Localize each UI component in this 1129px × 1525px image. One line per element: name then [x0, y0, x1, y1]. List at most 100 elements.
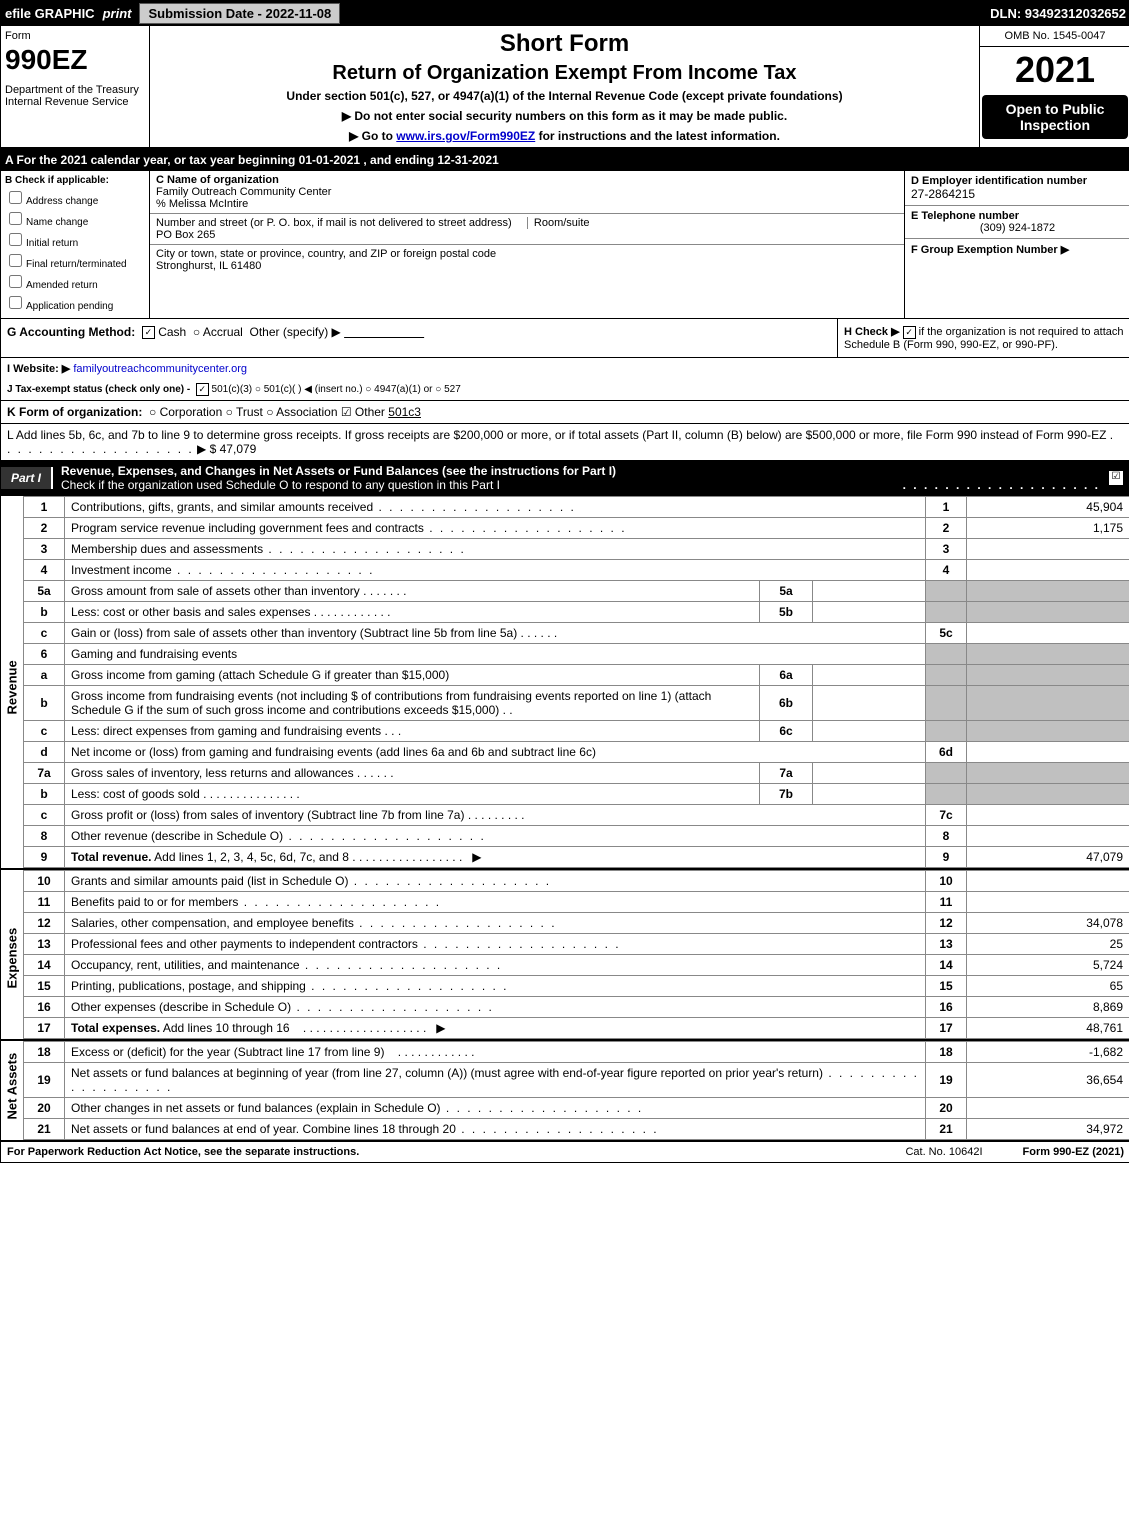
checkbox-final[interactable]	[9, 254, 22, 267]
header-right: OMB No. 1545-0047 2021 Open to Public In…	[979, 26, 1129, 147]
paperwork-notice: For Paperwork Reduction Act Notice, see …	[7, 1146, 905, 1158]
accounting-method: G Accounting Method: ✓ Cash ○ Accrual Ot…	[1, 319, 837, 357]
dept-label: Department of the Treasury	[5, 84, 145, 96]
line-6: 6Gaming and fundraising events	[24, 643, 1129, 664]
omb-number: OMB No. 1545-0047	[980, 26, 1129, 47]
line-18: 18Excess or (deficit) for the year (Subt…	[24, 1041, 1129, 1062]
website-link[interactable]: familyoutreachcommunitycenter.org	[73, 363, 247, 375]
line-6d: dNet income or (loss) from gaming and fu…	[24, 741, 1129, 762]
line-16: 16Other expenses (describe in Schedule O…	[24, 996, 1129, 1017]
chk-initial-return[interactable]: Initial return	[5, 230, 145, 249]
header-left: Form 990EZ Department of the Treasury In…	[1, 26, 150, 147]
net-assets-section: Net Assets 18Excess or (deficit) for the…	[1, 1039, 1129, 1140]
goto-link[interactable]: ▶ Go to www.irs.gov/Form990EZ for instru…	[154, 129, 975, 143]
expenses-table: 10Grants and similar amounts paid (list …	[24, 870, 1129, 1039]
line-5b: bLess: cost or other basis and sales exp…	[24, 601, 1129, 622]
form-word: Form	[5, 30, 145, 42]
part-1-label: Part I	[1, 467, 53, 489]
h-label: H Check ▶	[844, 326, 900, 338]
part-1-title: Revenue, Expenses, and Changes in Net As…	[53, 460, 1108, 496]
schedule-b-check: H Check ▶ ✓ if the organization is not r…	[837, 319, 1129, 357]
expenses-section: Expenses 10Grants and similar amounts pa…	[1, 868, 1129, 1039]
irs-url[interactable]: www.irs.gov/Form990EZ	[396, 129, 535, 143]
page-footer: For Paperwork Reduction Act Notice, see …	[1, 1140, 1129, 1162]
line-3: 3Membership dues and assessments3	[24, 538, 1129, 559]
k-opts: ○ Corporation ○ Trust ○ Association ☑ Ot…	[149, 405, 385, 419]
street-address: PO Box 265	[156, 229, 215, 241]
tel-label: E Telephone number	[911, 210, 1019, 222]
irs-label: Internal Revenue Service	[5, 96, 145, 108]
i-label: I Website: ▶	[7, 363, 70, 375]
form-number: 990EZ	[5, 44, 145, 76]
line-19: 19Net assets or fund balances at beginni…	[24, 1062, 1129, 1097]
line-7c: cGross profit or (loss) from sales of in…	[24, 804, 1129, 825]
main-title: Return of Organization Exempt From Incom…	[154, 62, 975, 85]
chk-final-return[interactable]: Final return/terminated	[5, 251, 145, 270]
line-10: 10Grants and similar amounts paid (list …	[24, 870, 1129, 891]
part-1-checkbox[interactable]: ☑	[1108, 470, 1124, 486]
line-14: 14Occupancy, rent, utilities, and mainte…	[24, 954, 1129, 975]
col-b-title: B Check if applicable:	[5, 175, 145, 186]
row-i-website: I Website: ▶ familyoutreachcommunitycent…	[1, 357, 1129, 379]
j-opts: 501(c)(3) ○ 501(c)( ) ◀ (insert no.) ○ 4…	[212, 384, 461, 395]
chk-name-change[interactable]: Name change	[5, 209, 145, 228]
checkbox-initial[interactable]	[9, 233, 22, 246]
tel-value: (309) 924-1872	[911, 222, 1124, 234]
line-8: 8Other revenue (describe in Schedule O)8	[24, 825, 1129, 846]
ein-label: D Employer identification number	[911, 175, 1087, 187]
chk-cash[interactable]: ✓	[142, 326, 155, 339]
line-21: 21Net assets or fund balances at end of …	[24, 1118, 1129, 1139]
checkbox-amended[interactable]	[9, 275, 22, 288]
line-5c: cGain or (loss) from sale of assets othe…	[24, 622, 1129, 643]
checkbox-address[interactable]	[9, 191, 22, 204]
line-6a: aGross income from gaming (attach Schedu…	[24, 664, 1129, 685]
l-amount: $ 47,079	[210, 442, 257, 456]
efile-label: efile GRAPHIC	[5, 6, 95, 21]
netassets-label-side: Net Assets	[1, 1041, 24, 1140]
row-l-gross-receipts: L Add lines 5b, 6c, and 7b to line 9 to …	[1, 423, 1129, 460]
column-d-ein: D Employer identification number 27-2864…	[905, 171, 1129, 318]
form-page: efile GRAPHIC print Submission Date - 20…	[0, 0, 1129, 1163]
group-exempt-label: F Group Exemption Number ▶	[911, 244, 1069, 256]
line-9: 9Total revenue. Add lines 1, 2, 3, 4, 5c…	[24, 846, 1129, 867]
form-header: Form 990EZ Department of the Treasury In…	[1, 26, 1129, 149]
chk-amended[interactable]: Amended return	[5, 272, 145, 291]
chk-pending[interactable]: Application pending	[5, 293, 145, 312]
line-6b: bGross income from fundraising events (n…	[24, 685, 1129, 720]
line-5a: 5aGross amount from sale of assets other…	[24, 580, 1129, 601]
chk-address-change[interactable]: Address change	[5, 188, 145, 207]
submission-date: Submission Date - 2022-11-08	[139, 3, 340, 24]
row-gh: G Accounting Method: ✓ Cash ○ Accrual Ot…	[1, 319, 1129, 357]
line-13: 13Professional fees and other payments t…	[24, 933, 1129, 954]
top-bar: efile GRAPHIC print Submission Date - 20…	[1, 1, 1129, 26]
open-inspection: Open to Public Inspection	[982, 95, 1128, 139]
chk-sched-b[interactable]: ✓	[903, 326, 916, 339]
addr-label: Number and street (or P. O. box, if mail…	[156, 217, 512, 229]
revenue-section: Revenue 1Contributions, gifts, grants, a…	[1, 496, 1129, 868]
dln-label: DLN: 93492312032652	[990, 6, 1126, 21]
l-arrow: ▶	[197, 442, 206, 456]
city-label: City or town, state or province, country…	[156, 248, 496, 260]
column-b-checkboxes: B Check if applicable: Address change Na…	[1, 171, 150, 318]
short-form-title: Short Form	[154, 30, 975, 58]
under-section: Under section 501(c), 527, or 4947(a)(1)…	[154, 89, 975, 103]
chk-501c3[interactable]: ✓	[196, 383, 209, 396]
identity-section: B Check if applicable: Address change Na…	[1, 171, 1129, 319]
checkbox-name[interactable]	[9, 212, 22, 225]
line-7b: bLess: cost of goods sold . . . . . . . …	[24, 783, 1129, 804]
line-7a: 7aGross sales of inventory, less returns…	[24, 762, 1129, 783]
org-name-label: C Name of organization	[156, 174, 279, 186]
print-label[interactable]: print	[103, 6, 132, 21]
revenue-table: 1Contributions, gifts, grants, and simil…	[24, 496, 1129, 868]
care-of: % Melissa McIntire	[156, 198, 248, 210]
netassets-table: 18Excess or (deficit) for the year (Subt…	[24, 1041, 1129, 1140]
line-6c: cLess: direct expenses from gaming and f…	[24, 720, 1129, 741]
row-a-tax-year: A For the 2021 calendar year, or tax yea…	[1, 149, 1129, 171]
j-label: J Tax-exempt status (check only one) -	[7, 384, 190, 395]
row-j-status: J Tax-exempt status (check only one) - ✓…	[1, 379, 1129, 400]
checkbox-pending[interactable]	[9, 296, 22, 309]
line-12: 12Salaries, other compensation, and empl…	[24, 912, 1129, 933]
column-c-org-info: C Name of organization Family Outreach C…	[150, 171, 905, 318]
form-ref: Form 990-EZ (2021)	[1023, 1146, 1124, 1158]
ein-value: 27-2864215	[911, 187, 975, 201]
